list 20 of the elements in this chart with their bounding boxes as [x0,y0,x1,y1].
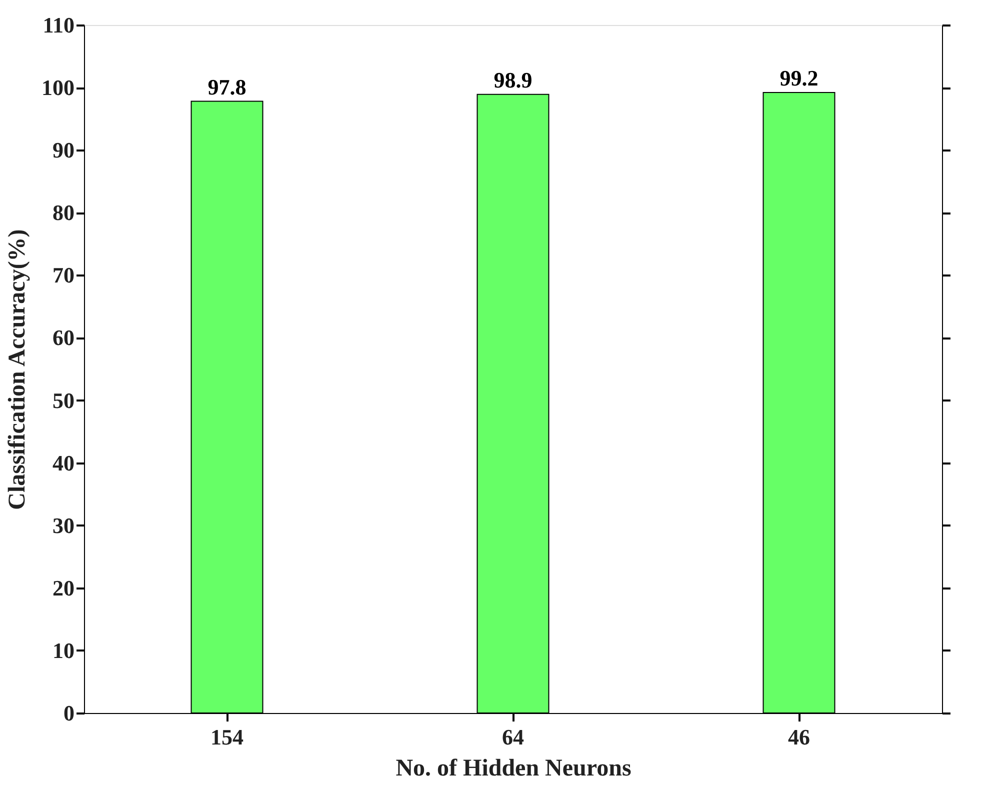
x-tick-label: 64 [502,724,524,750]
y-tick-label: 0 [64,700,74,726]
y-tick-label: 60 [52,325,74,350]
y-tick-label: 90 [52,138,74,163]
x-tick-label: 154 [210,724,244,750]
y-axis-title: Classification Accuracy(%) [4,229,30,510]
y-tick-label: 50 [52,388,74,413]
y-tick-label: 100 [42,75,74,100]
data-label: 98.9 [494,67,532,92]
y-tick-label: 40 [52,450,74,476]
data-label: 97.8 [208,74,246,100]
data-label: 99.2 [780,66,818,91]
y-tick-label: 80 [52,200,74,226]
x-tick-label: 46 [788,724,810,750]
y-tick-label: 30 [52,512,74,538]
x-axis-title: No. of Hidden Neurons [396,756,632,782]
y-tick-label: 110 [42,12,74,38]
y-tick-label: 70 [52,262,74,288]
y-tick-label: 10 [52,638,74,663]
y-tick-label: 20 [52,575,74,600]
